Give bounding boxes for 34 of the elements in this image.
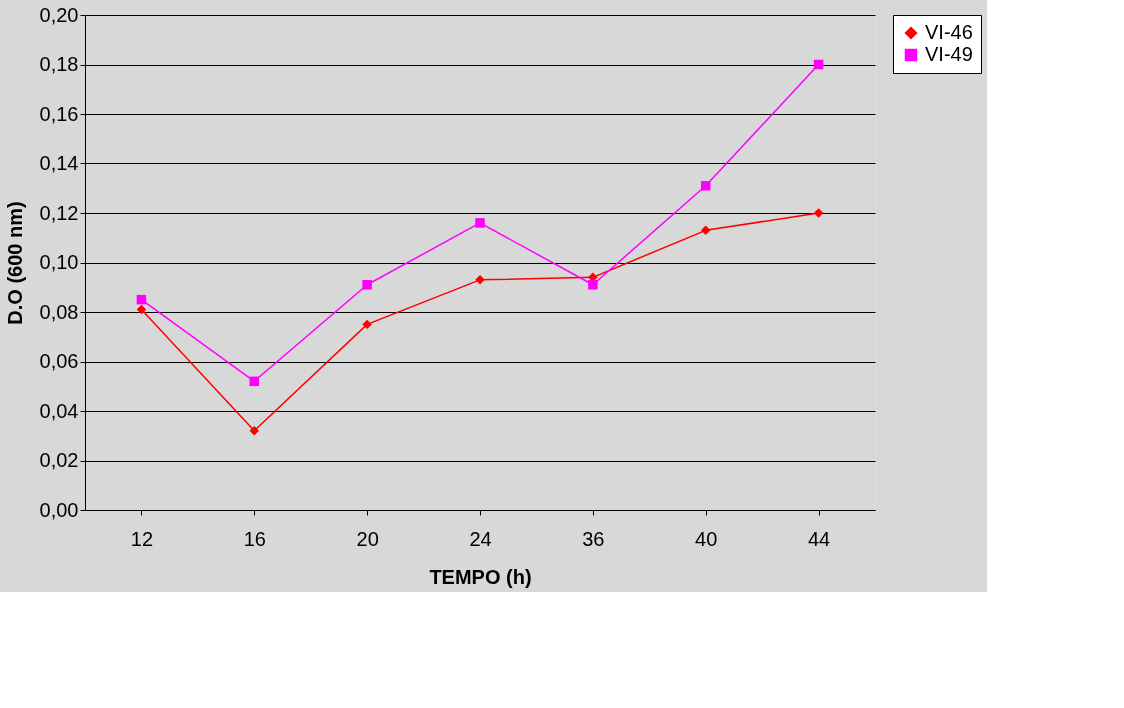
x-tick-label: 44: [807, 527, 831, 550]
y-tick-label: 0,18: [39, 53, 79, 75]
y-tick-label: 0,14: [39, 152, 79, 174]
point: [136, 304, 147, 315]
point: [588, 280, 598, 290]
y-tick-label: 0,00: [39, 498, 79, 521]
y-tick-label: 0,04: [39, 399, 79, 422]
y-tick-label: 0,02: [39, 449, 79, 471]
y-tick-label: 0,06: [39, 350, 79, 372]
x-tick-label: 36: [582, 527, 605, 550]
point: [475, 218, 485, 228]
legend-label: VI-46: [925, 21, 973, 43]
point: [362, 319, 372, 330]
point: [813, 208, 824, 218]
y-tick-label: 0,10: [39, 251, 79, 273]
x-tick-label: 16: [243, 527, 266, 550]
x-tick-label: 24: [469, 527, 492, 550]
point: [362, 280, 372, 290]
y-tick-label: 0,08: [39, 300, 79, 323]
point: [700, 225, 711, 236]
point: [249, 426, 260, 436]
x-tick-label: 20: [356, 527, 379, 550]
x-tick-label: 12: [130, 527, 154, 550]
y-tick-label: 0,16: [39, 102, 79, 125]
point: [249, 376, 260, 387]
y-tick-label: 0,12: [39, 201, 79, 224]
x-tick-label: 40: [695, 527, 718, 550]
point: [136, 294, 147, 305]
x-axis-title: TEMPO (h): [429, 565, 532, 588]
y-axis-title: D.O (600 nm): [3, 201, 26, 325]
y-tick-label: 0,20: [39, 3, 79, 26]
point: [700, 181, 711, 191]
legend-label: VI-49: [925, 43, 973, 65]
point: [813, 59, 824, 70]
